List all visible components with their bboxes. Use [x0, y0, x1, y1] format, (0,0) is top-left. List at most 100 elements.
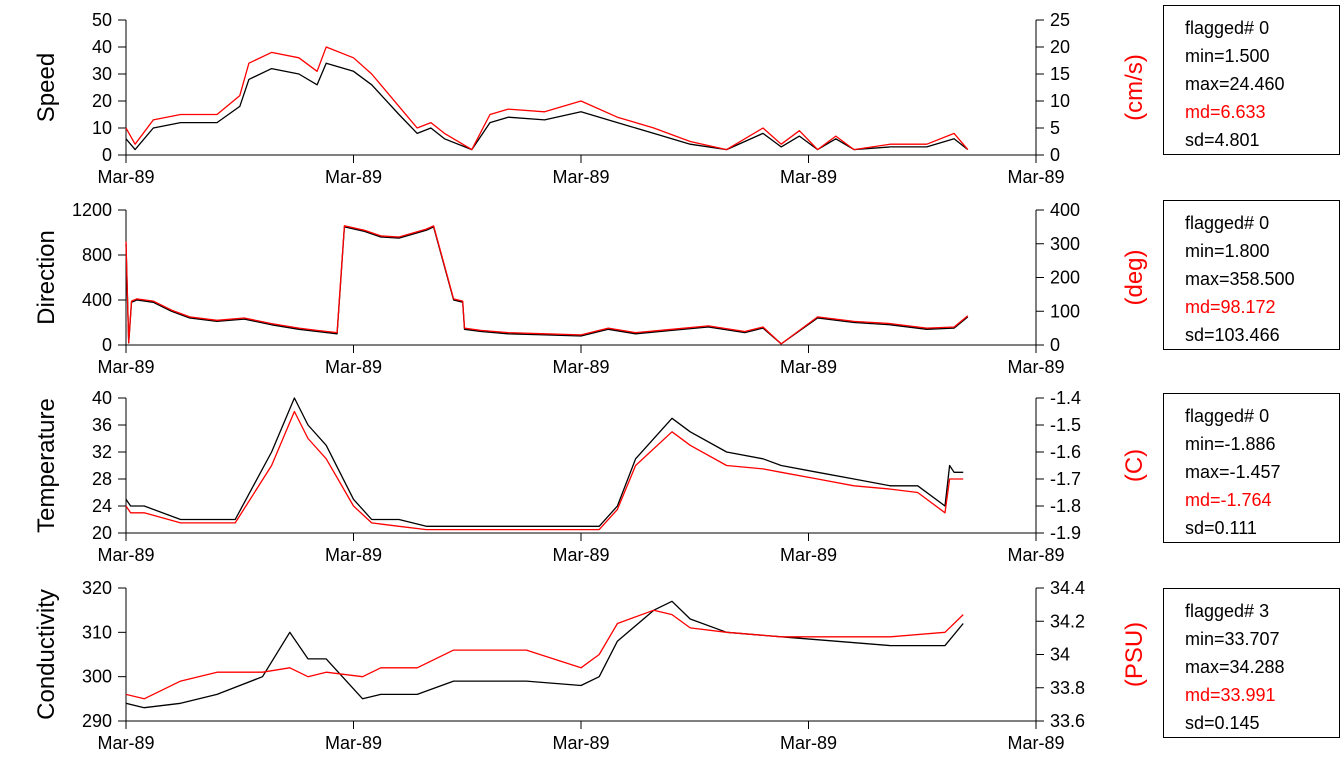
- x-tick-label: Mar-89: [325, 733, 382, 753]
- stat-flagged: flagged# 0: [1185, 406, 1270, 426]
- series-line-black: [125, 62, 969, 151]
- x-tick-label: Mar-89: [97, 733, 154, 753]
- stat-flagged: flagged# 0: [1185, 18, 1270, 38]
- x-tick-label: Mar-89: [552, 167, 609, 187]
- x-tick-label: Mar-89: [97, 357, 154, 377]
- y-tick-label-left: 10: [92, 118, 112, 138]
- y-tick-label-right: -1.5: [1050, 415, 1081, 435]
- y-tick-label-right: -1.4: [1050, 388, 1081, 408]
- stats-box-speed: flagged# 0 min=1.500 max=24.460 md=6.633…: [1163, 5, 1340, 155]
- x-tick-label: Mar-89: [325, 357, 382, 377]
- stat-md: md=98.172: [1185, 297, 1276, 317]
- series-line-red: [125, 410, 964, 531]
- y-tick-label-right: 34.2: [1050, 611, 1085, 631]
- y-tick-label-right: 0: [1050, 335, 1060, 355]
- x-tick-label: Mar-89: [1007, 545, 1064, 565]
- x-tick-label: Mar-89: [780, 357, 837, 377]
- y-tick-label-left: 0: [102, 145, 112, 165]
- x-tick-label: Mar-89: [1007, 733, 1064, 753]
- y-tick-label-right: 300: [1050, 234, 1080, 254]
- stat-sd: sd=4.801: [1185, 130, 1260, 150]
- stat-min: min=1.500: [1185, 46, 1270, 66]
- y-tick-label-right: 20: [1050, 37, 1070, 57]
- x-tick-label: Mar-89: [552, 357, 609, 377]
- y-tick-label-right: -1.7: [1050, 469, 1081, 489]
- stat-flagged: flagged# 0: [1185, 213, 1270, 233]
- y-tick-label-right: 33.6: [1050, 711, 1085, 731]
- y-tick-label-left: 310: [82, 622, 112, 642]
- y-tick-label-left: 800: [82, 245, 112, 265]
- y-axis-title-right: (cm/s): [1121, 54, 1148, 121]
- y-tick-label-right: -1.9: [1050, 523, 1081, 543]
- stats-box-conductivity: flagged# 3 min=33.707 max=34.288 md=33.9…: [1163, 588, 1340, 738]
- y-axis-title-left: Speed: [33, 53, 60, 122]
- stat-md: md=-1.764: [1185, 490, 1272, 510]
- stat-md: md=6.633: [1185, 102, 1266, 122]
- x-tick-label: Mar-89: [97, 167, 154, 187]
- x-tick-label: Mar-89: [325, 545, 382, 565]
- y-axis-title-right: (C): [1121, 449, 1148, 482]
- y-tick-label-left: 300: [82, 667, 112, 687]
- x-tick-label: Mar-89: [97, 545, 154, 565]
- y-tick-label-right: 100: [1050, 301, 1080, 321]
- stat-max: max=34.288: [1185, 657, 1285, 677]
- x-tick-label: Mar-89: [780, 545, 837, 565]
- y-tick-label-right: 5: [1050, 118, 1060, 138]
- y-tick-label-left: 28: [92, 469, 112, 489]
- y-axis-title-right: (deg): [1121, 249, 1148, 305]
- y-tick-label-right: 34.4: [1050, 578, 1085, 598]
- y-tick-label-left: 1200: [72, 200, 112, 220]
- y-axis-title-right: (PSU): [1121, 622, 1148, 687]
- x-tick-label: Mar-89: [552, 545, 609, 565]
- stat-max: max=358.500: [1185, 269, 1295, 289]
- y-tick-label-right: 10: [1050, 91, 1070, 111]
- stat-flagged: flagged# 3: [1185, 601, 1270, 621]
- y-tick-label-left: 400: [82, 290, 112, 310]
- y-tick-label-right: -1.6: [1050, 442, 1081, 462]
- y-tick-label-left: 36: [92, 415, 112, 435]
- x-tick-label: Mar-89: [780, 167, 837, 187]
- y-tick-label-left: 40: [92, 388, 112, 408]
- y-tick-label-left: 50: [92, 10, 112, 30]
- stat-sd: sd=0.145: [1185, 713, 1260, 733]
- y-tick-label-right: 25: [1050, 10, 1070, 30]
- y-tick-label-right: 400: [1050, 200, 1080, 220]
- stats-box-temperature: flagged# 0 min=-1.886 max=-1.457 md=-1.7…: [1163, 393, 1340, 543]
- y-tick-label-left: 290: [82, 711, 112, 731]
- stat-md: md=33.991: [1185, 685, 1276, 705]
- series-line-black: [125, 397, 964, 527]
- y-axis-title-left: Direction: [33, 230, 60, 325]
- x-tick-label: Mar-89: [1007, 167, 1064, 187]
- x-tick-label: Mar-89: [1007, 357, 1064, 377]
- stat-min: min=-1.886: [1185, 434, 1276, 454]
- y-tick-label-left: 32: [92, 442, 112, 462]
- series-line-red: [125, 225, 969, 345]
- stat-min: min=33.707: [1185, 629, 1280, 649]
- series-line-black: [125, 600, 964, 709]
- series-line-red: [125, 609, 964, 700]
- stat-min: min=1.800: [1185, 241, 1270, 261]
- series-line-black: [125, 226, 969, 345]
- y-tick-label-right: 0: [1050, 145, 1060, 165]
- series-line-red: [125, 46, 969, 151]
- stat-max: max=-1.457: [1185, 462, 1281, 482]
- x-tick-label: Mar-89: [780, 733, 837, 753]
- y-axis-title-left: Conductivity: [33, 589, 60, 720]
- y-tick-label-right: 34: [1050, 645, 1070, 665]
- y-tick-label-left: 24: [92, 496, 112, 516]
- y-tick-label-left: 0: [102, 335, 112, 355]
- y-tick-label-left: 320: [82, 578, 112, 598]
- x-tick-label: Mar-89: [552, 733, 609, 753]
- y-tick-label-left: 20: [92, 523, 112, 543]
- y-tick-label-right: -1.8: [1050, 496, 1081, 516]
- stat-max: max=24.460: [1185, 74, 1285, 94]
- y-tick-label-right: 33.8: [1050, 678, 1085, 698]
- y-tick-label-left: 30: [92, 64, 112, 84]
- stats-box-direction: flagged# 0 min=1.800 max=358.500 md=98.1…: [1163, 200, 1340, 350]
- y-tick-label-right: 15: [1050, 64, 1070, 84]
- y-tick-label-right: 200: [1050, 268, 1080, 288]
- stat-sd: sd=103.466: [1185, 325, 1280, 345]
- y-tick-label-left: 20: [92, 91, 112, 111]
